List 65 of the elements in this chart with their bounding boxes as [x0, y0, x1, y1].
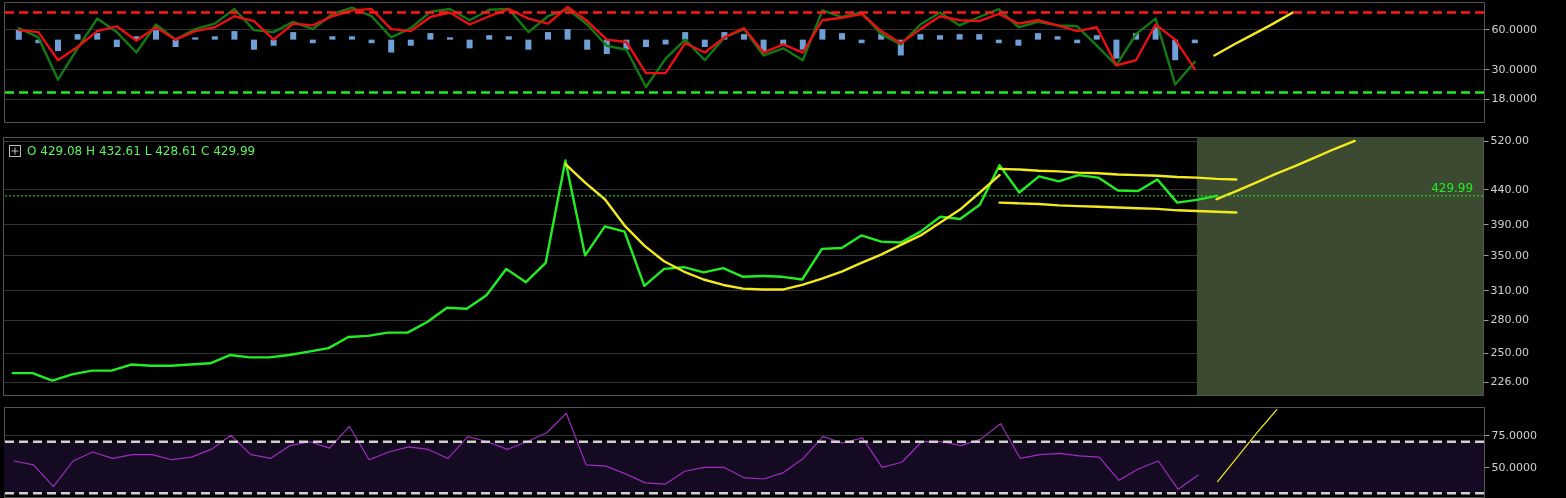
- bar: [976, 34, 983, 40]
- y-tick-label: 250.00: [1490, 346, 1529, 360]
- bar: [956, 34, 963, 40]
- bar: [407, 39, 414, 46]
- bar: [172, 39, 179, 48]
- bar: [839, 33, 845, 40]
- y-tick-label: 75.0000: [1491, 428, 1537, 442]
- bar: [486, 35, 493, 40]
- bar: [231, 31, 238, 40]
- bar: [153, 30, 159, 40]
- line-series: [13, 412, 1199, 490]
- bar: [819, 29, 826, 40]
- bar: [505, 36, 512, 40]
- bar: [329, 36, 336, 40]
- bar: [211, 36, 218, 40]
- bar: [564, 29, 571, 40]
- y-tick-label: 226.00: [1490, 375, 1529, 389]
- line-series: [998, 201, 1238, 214]
- ref-line-label: 429.99: [1431, 180, 1474, 195]
- bar: [388, 39, 395, 53]
- y-tick-label: 18.0000: [1491, 92, 1537, 106]
- y-tick-label: 60.0000: [1491, 22, 1537, 36]
- bar: [427, 33, 434, 40]
- y-tick-label: 350.00: [1490, 248, 1529, 262]
- y-tick-label: 30.0000: [1491, 62, 1537, 76]
- bar: [113, 39, 120, 48]
- line-series: [1215, 139, 1356, 201]
- y-tick-label: 390.00: [1490, 217, 1529, 231]
- bar: [937, 35, 943, 40]
- line-series: [1217, 408, 1278, 483]
- bar: [55, 39, 61, 52]
- bar: [270, 39, 277, 46]
- bar: [290, 32, 297, 40]
- bar: [1015, 39, 1022, 46]
- bar: [15, 30, 22, 40]
- y-tick-label: 310.00: [1490, 283, 1529, 297]
- bar: [251, 39, 257, 50]
- line-series: [17, 6, 1196, 89]
- bar: [349, 36, 355, 40]
- bar: [74, 34, 81, 40]
- y-tick-label: 280.00: [1490, 313, 1529, 327]
- bar: [1054, 36, 1061, 40]
- line-series: [564, 162, 1001, 291]
- bar: [682, 32, 689, 40]
- y-tick-label: 440.00: [1490, 182, 1529, 196]
- line-series: [17, 5, 1196, 75]
- bar: [1093, 35, 1100, 40]
- annotation: O 429.08 H 432.61 L 428.61 C 429.99: [27, 144, 256, 158]
- bar: [643, 39, 649, 48]
- y-tick-label: 520.00: [1490, 134, 1529, 148]
- bar: [584, 39, 591, 50]
- bar: [525, 39, 532, 50]
- bar: [701, 39, 708, 48]
- bar: [192, 37, 199, 40]
- bar: [741, 34, 747, 40]
- line-series: [1213, 11, 1294, 57]
- bar: [447, 37, 453, 40]
- y-tick-label: 50.0000: [1491, 460, 1537, 474]
- bar: [545, 32, 551, 40]
- bar: [917, 34, 924, 40]
- bar: [1113, 39, 1120, 59]
- bar: [466, 39, 473, 49]
- bar: [1035, 33, 1041, 40]
- line-series: [998, 167, 1238, 181]
- bar: [94, 33, 101, 40]
